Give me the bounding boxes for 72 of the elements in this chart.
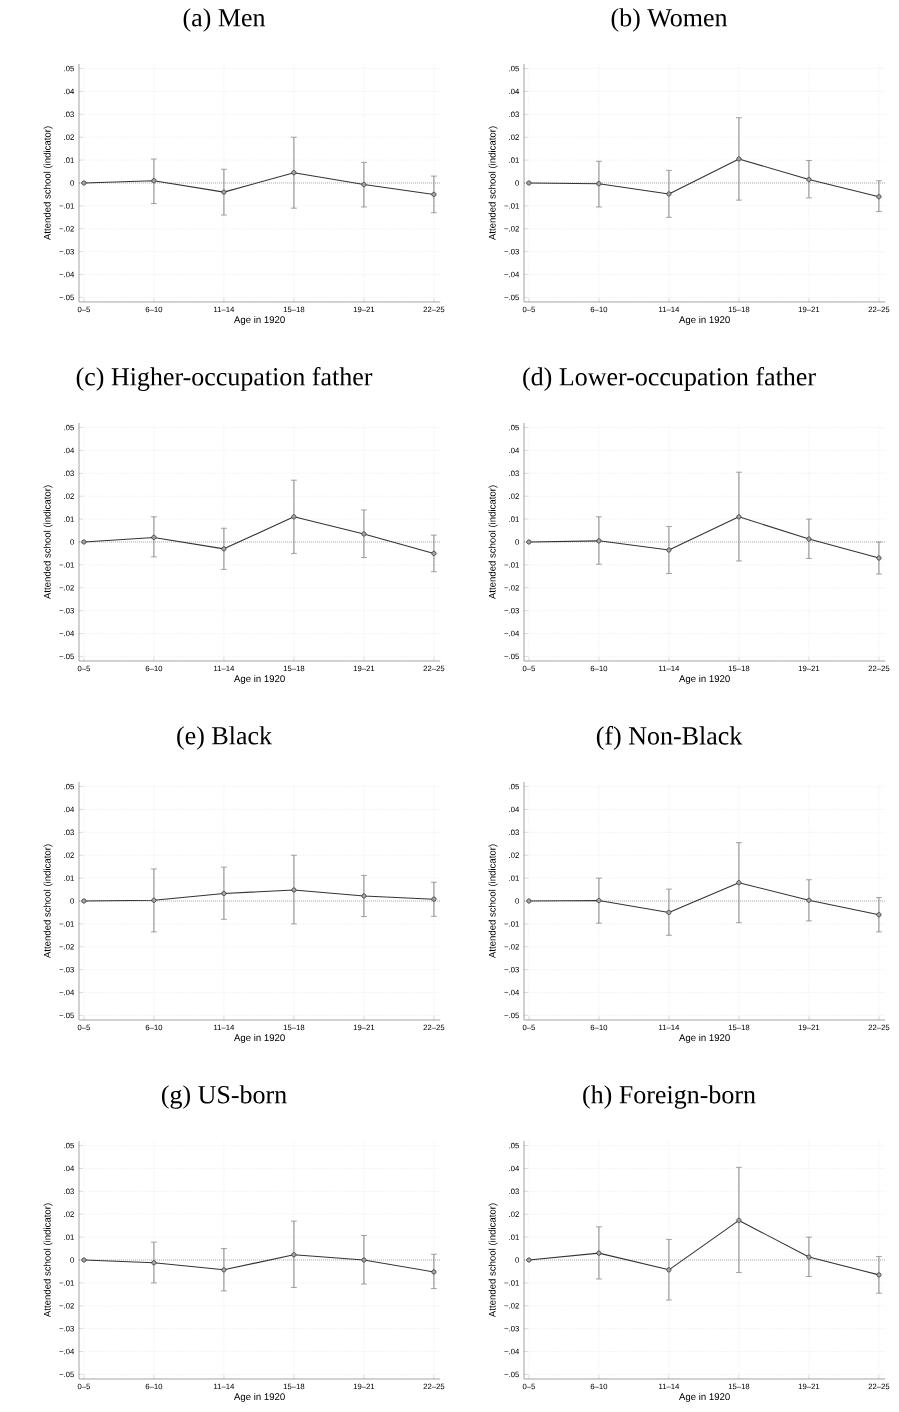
point [291,514,297,520]
point [876,555,882,561]
point [291,1252,297,1258]
point [526,180,532,186]
y-axis-title: Attended school (indicator) [43,844,53,959]
point [221,1267,227,1273]
y-axis-title: Attended school (indicator) [488,126,498,241]
point [596,538,602,544]
chart-title: (b) Women [611,8,728,32]
chart-title: (f) Non-Black [596,726,743,750]
point [666,1267,672,1273]
point [81,539,87,545]
point [736,880,742,886]
point [876,912,882,918]
point [596,898,602,904]
chart-title: (a) Men [183,8,266,32]
point [361,1257,367,1263]
point [431,1269,437,1275]
point [526,898,532,904]
point [81,180,87,186]
y-axis-title: Attended school (indicator) [43,485,53,600]
point [806,897,812,903]
point [221,546,227,552]
point [431,191,437,197]
point [666,547,672,553]
point [151,1260,157,1266]
point [291,170,297,176]
point [666,191,672,197]
point [221,890,227,896]
x-axis-title: Age in 1920 [679,1033,730,1043]
point [806,177,812,183]
point [291,887,297,893]
point [151,534,157,540]
x-axis-title: Age in 1920 [679,1393,730,1402]
y-axis-title: Attended school (indicator) [43,126,53,241]
point [221,189,227,195]
y-axis-title: Attended school (indicator) [43,1203,53,1318]
chart-title: (d) Lower-occupation father [523,367,816,391]
chart-title: (c) Higher-occupation father [76,367,373,391]
point [806,1254,812,1260]
point [736,156,742,162]
chart-title: (g) US-born [161,1085,287,1109]
x-axis-title: Age in 1920 [234,1033,285,1043]
x-axis-title: Age in 1920 [234,1393,285,1402]
point [596,1250,602,1256]
point [666,909,672,915]
point [526,539,532,545]
x-axis-title: Age in 1920 [234,674,285,684]
point [431,896,437,902]
y-axis-title: Attended school (indicator) [488,485,498,600]
point [876,194,882,200]
point [876,1272,882,1278]
point [526,1257,532,1263]
point [81,1257,87,1263]
point [361,182,367,188]
y-axis-title: Attended school (indicator) [488,844,498,959]
point [736,514,742,520]
point [431,550,437,556]
x-axis-title: Age in 1920 [234,315,285,325]
point [361,893,367,899]
y-axis-title: Attended school (indicator) [488,1203,498,1318]
point [596,181,602,187]
point [736,1217,742,1223]
point [81,898,87,904]
chart-title: (h) Foreign-born [583,1085,756,1109]
point [151,178,157,184]
chart-title: (e) Black [177,726,273,750]
point [806,536,812,542]
x-axis-title: Age in 1920 [679,674,730,684]
point [361,531,367,537]
point [151,897,157,903]
x-axis-title: Age in 1920 [679,315,730,325]
